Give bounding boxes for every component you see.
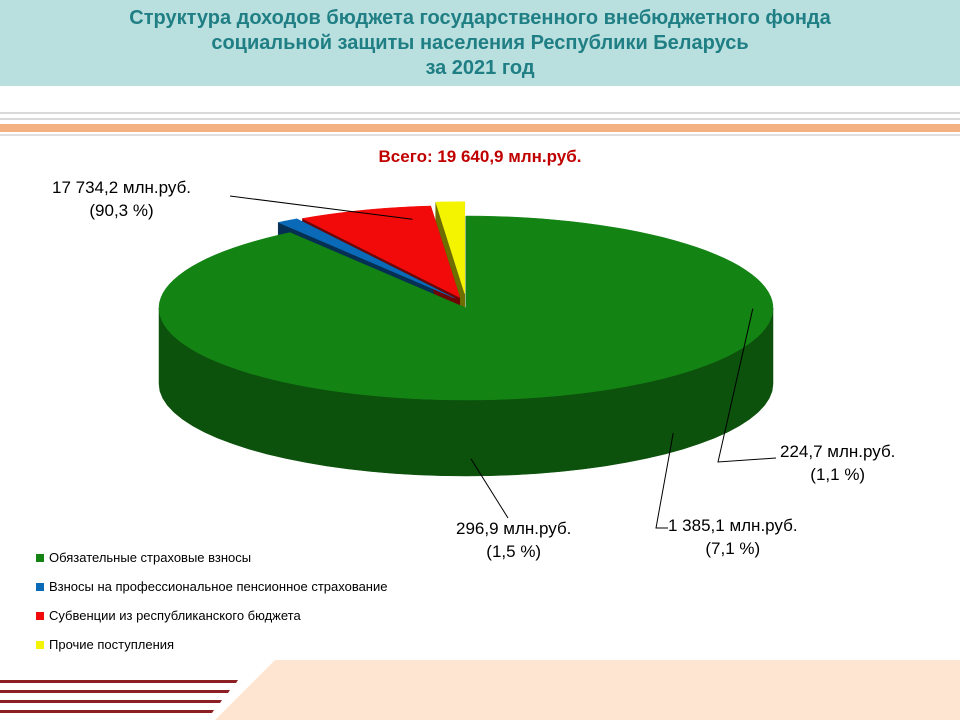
slice-label-2: 1 385,1 млн.руб. (7,1 %) bbox=[668, 514, 798, 560]
total-label: Всего: 19 640,9 млн.руб. bbox=[378, 147, 582, 166]
decorative-footer bbox=[0, 660, 960, 720]
slice-value-label-1: 224,7 млн.руб. bbox=[780, 442, 896, 461]
legend-item-1: Взносы на профессиональное пенсионное ст… bbox=[36, 572, 387, 601]
slice-percent-label-3: (1,5 %) bbox=[486, 542, 542, 561]
legend-label-1: Взносы на профессиональное пенсионное ст… bbox=[49, 579, 388, 594]
slice-label-3: 296,9 млн.руб. (1,5 %) bbox=[456, 517, 571, 563]
legend-swatch-2 bbox=[36, 611, 44, 620]
slice-label-1: 224,7 млн.руб. (1,1 %) bbox=[780, 440, 895, 486]
slice-label-0: 17 734,2 млн.руб. (90,3 %) bbox=[52, 176, 191, 222]
slice-2-top bbox=[301, 205, 461, 299]
leader-line-1 bbox=[717, 308, 777, 463]
leader-line-3 bbox=[470, 458, 509, 519]
slice-percent-label-1: (1,1 %) bbox=[810, 465, 866, 484]
legend-item-2: Субвенции из республиканского бюджета bbox=[36, 601, 387, 630]
title-banner: Структура доходов бюджета государственно… bbox=[0, 0, 960, 86]
legend-label-0: Обязательные страховые взносы bbox=[49, 550, 252, 565]
legend-swatch-3 bbox=[36, 640, 44, 649]
legend-item-3: Прочие поступления bbox=[36, 630, 387, 659]
legend: Обязательные страховые взносы Взносы на … bbox=[36, 543, 387, 659]
legend-label-3: Прочие поступления bbox=[49, 637, 175, 652]
decorative-stripes bbox=[0, 112, 960, 136]
slice-value-label-2: 1 385,1 млн.руб. bbox=[668, 516, 798, 535]
slice-percent-label-2: (7,1 %) bbox=[705, 539, 761, 558]
title-line-1: Структура доходов бюджета государственно… bbox=[129, 6, 831, 29]
title-line-3: за 2021 год bbox=[425, 56, 535, 79]
title-line-2: социальной защиты населения Республики Б… bbox=[211, 31, 749, 54]
slice-value-label-3: 296,9 млн.руб. bbox=[456, 519, 572, 538]
slice-value-label-0: 17 734,2 млн.руб. bbox=[52, 178, 192, 197]
legend-swatch-1 bbox=[36, 582, 44, 591]
leader-line-2 bbox=[655, 433, 674, 529]
slice-1-top bbox=[277, 218, 455, 299]
legend-item-0: Обязательные страховые взносы bbox=[36, 543, 387, 572]
slice-percent-label-0: (90,3 %) bbox=[89, 201, 154, 220]
slice-3-top bbox=[435, 201, 466, 294]
slice-0-top bbox=[158, 215, 774, 401]
leader-line-0 bbox=[229, 195, 413, 220]
legend-label-2: Субвенции из республиканского бюджета bbox=[49, 608, 301, 623]
legend-swatch-0 bbox=[36, 553, 44, 562]
